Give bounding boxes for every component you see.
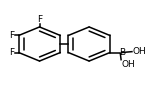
Text: F: F	[9, 31, 14, 40]
Text: OH: OH	[121, 60, 135, 69]
Text: OH: OH	[132, 47, 146, 56]
Text: B: B	[120, 48, 126, 57]
Text: F: F	[9, 48, 14, 57]
Text: F: F	[37, 15, 42, 24]
